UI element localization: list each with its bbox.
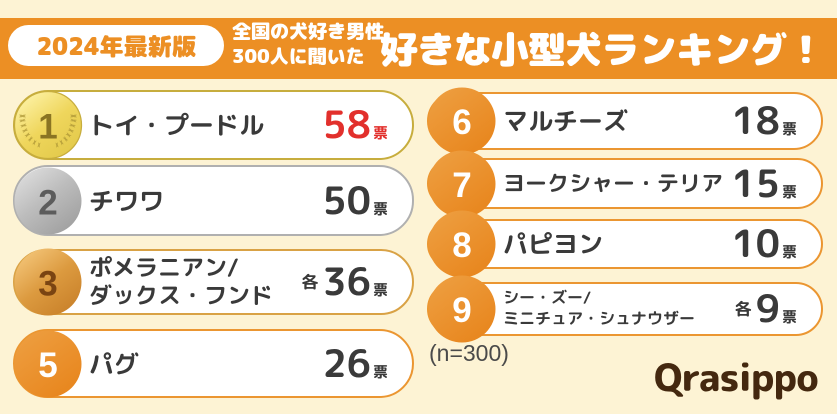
svg-text:5: 5 (38, 346, 57, 385)
svg-text:2: 2 (38, 183, 57, 222)
svg-text:7: 7 (452, 166, 471, 205)
svg-text:8: 8 (452, 226, 471, 265)
svg-text:9: 9 (452, 291, 471, 330)
svg-text:6: 6 (452, 103, 471, 142)
svg-text:1: 1 (38, 108, 57, 147)
svg-text:3: 3 (38, 265, 57, 304)
